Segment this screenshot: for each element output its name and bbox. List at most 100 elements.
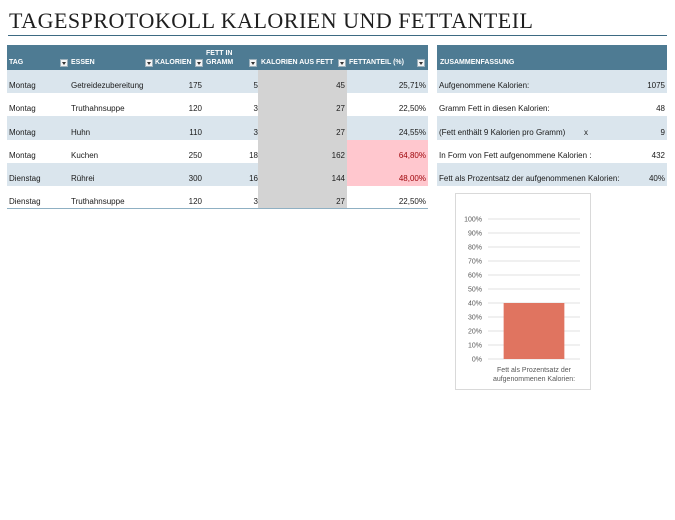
cell-tag[interactable]: Montag xyxy=(9,127,36,137)
y-tick-label: 100% xyxy=(464,217,482,224)
cell-anteil[interactable]: 25,71% xyxy=(398,81,426,91)
log-header-row: TAG ESSEN KALORIEN FETT IN GRAMM KALORIE… xyxy=(7,45,428,70)
summary-row: Fett als Prozentsatz der aufgenommenen K… xyxy=(437,162,667,186)
calc-cell-bg xyxy=(258,116,347,140)
page-title: TAGESPROTOKOLL KALORIEN UND FETTANTEIL xyxy=(9,8,534,33)
summary-label[interactable]: In Form von Fett aufgenommene Kalorien : xyxy=(439,150,592,160)
filter-kalorien-icon[interactable] xyxy=(195,59,203,67)
pct-cell-highlight xyxy=(347,139,428,163)
cell-anteil[interactable]: 48,00% xyxy=(398,173,426,183)
y-tick-label: 70% xyxy=(468,259,482,266)
chart-svg: 0% 10% 20% 30% 40% 50% 60% 70% 80% 90% 100% Fett al… xyxy=(464,217,580,383)
cell-anteil[interactable]: 22,50% xyxy=(398,104,426,114)
cell-anteil[interactable]: 22,50% xyxy=(398,197,426,207)
table-row: Montag Getreidezubereitung 175 5 45 25,7… xyxy=(7,70,428,94)
bar xyxy=(503,303,565,359)
summary-value[interactable]: 432 xyxy=(651,150,665,160)
cell-kal-fett[interactable]: 144 xyxy=(331,173,345,183)
cell-tag[interactable]: Dienstag xyxy=(9,197,41,207)
header-kalorien: KALORIEN xyxy=(155,59,192,66)
filter-essen-icon[interactable] xyxy=(145,59,153,67)
summary-label[interactable]: Fett als Prozentsatz der aufgenommenen K… xyxy=(439,173,620,183)
summary-row: Aufgenommene Kalorien: 1075 xyxy=(437,70,667,94)
table-row: Montag Kuchen 250 18 162 64,80% xyxy=(7,139,428,163)
cell-essen[interactable]: Kuchen xyxy=(71,150,99,160)
cell-fett[interactable]: 5 xyxy=(253,81,258,91)
fat-percentage-chart[interactable]: 0% 10% 20% 30% 40% 50% 60% 70% 80% 90% 100% Fett al… xyxy=(455,193,591,390)
filter-fett-icon[interactable] xyxy=(249,59,257,67)
table-row: Dienstag Truthahnsuppe 120 3 27 22,50% xyxy=(7,185,428,210)
cell-kalorien[interactable]: 300 xyxy=(188,173,202,183)
table-bottom-border xyxy=(7,208,428,209)
cell-anteil[interactable]: 24,55% xyxy=(398,127,426,137)
summary-label[interactable]: (Fett enthält 9 Kalorien pro Gramm) xyxy=(439,127,566,137)
calorie-log-table: TAG ESSEN KALORIEN FETT IN GRAMM KALORIE… xyxy=(7,45,428,210)
filter-tag-icon[interactable] xyxy=(60,59,68,67)
cell-kal-fett[interactable]: 27 xyxy=(336,197,345,207)
summary-header: ZUSAMMENFASSUNG xyxy=(440,59,515,66)
summary-value[interactable]: 48 xyxy=(656,104,665,114)
cell-kal-fett[interactable]: 27 xyxy=(336,127,345,137)
y-tick-label: 30% xyxy=(468,315,482,322)
x-category-label: aufgenommenen Kalorien: xyxy=(493,376,575,383)
y-tick-label: 40% xyxy=(468,301,482,308)
cell-essen[interactable]: Truthahnsuppe xyxy=(71,197,125,207)
cell-anteil[interactable]: 64,80% xyxy=(398,150,426,160)
cell-kal-fett[interactable]: 162 xyxy=(331,150,345,160)
calc-cell-bg xyxy=(258,93,347,117)
cell-kalorien[interactable]: 175 xyxy=(188,81,202,91)
cell-essen[interactable]: Getreidezubereitung xyxy=(71,81,144,91)
calc-cell-bg xyxy=(258,70,347,94)
calc-cell-bg xyxy=(258,139,347,163)
y-tick-label: 80% xyxy=(468,245,482,252)
summary-value[interactable]: 9 xyxy=(660,127,665,137)
summary-table: ZUSAMMENFASSUNG Aufgenommene Kalorien: 1… xyxy=(437,45,667,186)
header-essen: ESSEN xyxy=(71,59,95,66)
filter-fettanteil-icon[interactable] xyxy=(417,59,425,67)
summary-value[interactable]: 1075 xyxy=(647,81,665,91)
cell-fett[interactable]: 3 xyxy=(253,197,258,207)
header-fett-line2: GRAMM xyxy=(206,59,234,66)
table-row: Montag Truthahnsuppe 120 3 27 22,50% xyxy=(7,93,428,117)
y-tick-label: 90% xyxy=(468,231,482,238)
summary-multiplier: x xyxy=(584,127,588,137)
calc-cell-bg xyxy=(258,162,347,186)
header-fettanteil: FETTANTEIL (%) xyxy=(349,59,404,66)
cell-essen[interactable]: Rührei xyxy=(71,173,95,183)
cell-fett[interactable]: 3 xyxy=(253,127,258,137)
cell-kal-fett[interactable]: 45 xyxy=(336,81,345,91)
cell-tag[interactable]: Montag xyxy=(9,150,36,160)
table-row: Montag Huhn 110 3 27 24,55% xyxy=(7,116,428,140)
cell-tag[interactable]: Dienstag xyxy=(9,173,41,183)
cell-essen[interactable]: Huhn xyxy=(71,127,91,137)
header-kal-fett: KALORIEN AUS FETT xyxy=(261,59,334,66)
y-tick-label: 20% xyxy=(468,329,482,336)
header-tag: TAG xyxy=(9,59,24,66)
cell-fett[interactable]: 16 xyxy=(249,173,258,183)
cell-kal-fett[interactable]: 27 xyxy=(336,104,345,114)
summary-value[interactable]: 40% xyxy=(648,173,665,183)
filter-kal-fett-icon[interactable] xyxy=(338,59,346,67)
cell-kalorien[interactable]: 110 xyxy=(189,127,202,137)
title-underline xyxy=(8,35,667,36)
summary-header-row: ZUSAMMENFASSUNG xyxy=(437,45,667,70)
y-tick-label: 0% xyxy=(472,357,482,364)
x-category-label: Fett als Prozentsatz der xyxy=(497,367,572,374)
summary-label[interactable]: Aufgenommene Kalorien: xyxy=(439,81,530,91)
cell-fett[interactable]: 3 xyxy=(253,104,258,114)
summary-label[interactable]: Gramm Fett in diesen Kalorien: xyxy=(439,104,550,114)
y-tick-label: 50% xyxy=(468,287,482,294)
summary-row: In Form von Fett aufgenommene Kalorien :… xyxy=(437,140,667,163)
cell-tag[interactable]: Montag xyxy=(9,81,36,91)
header-fett-line1: FETT IN xyxy=(206,50,233,57)
cell-fett[interactable]: 18 xyxy=(249,150,258,160)
cell-tag[interactable]: Montag xyxy=(9,104,36,114)
table-row: Dienstag Rührei 300 16 144 48,00% xyxy=(7,162,428,186)
cell-essen[interactable]: Truthahnsuppe xyxy=(71,104,125,114)
cell-kalorien[interactable]: 120 xyxy=(188,197,202,207)
cell-kalorien[interactable]: 120 xyxy=(188,104,202,114)
summary-row: Gramm Fett in diesen Kalorien: 48 xyxy=(437,93,667,116)
cell-kalorien[interactable]: 250 xyxy=(188,150,202,160)
y-tick-label: 60% xyxy=(468,273,482,280)
pct-cell-highlight xyxy=(347,162,428,186)
